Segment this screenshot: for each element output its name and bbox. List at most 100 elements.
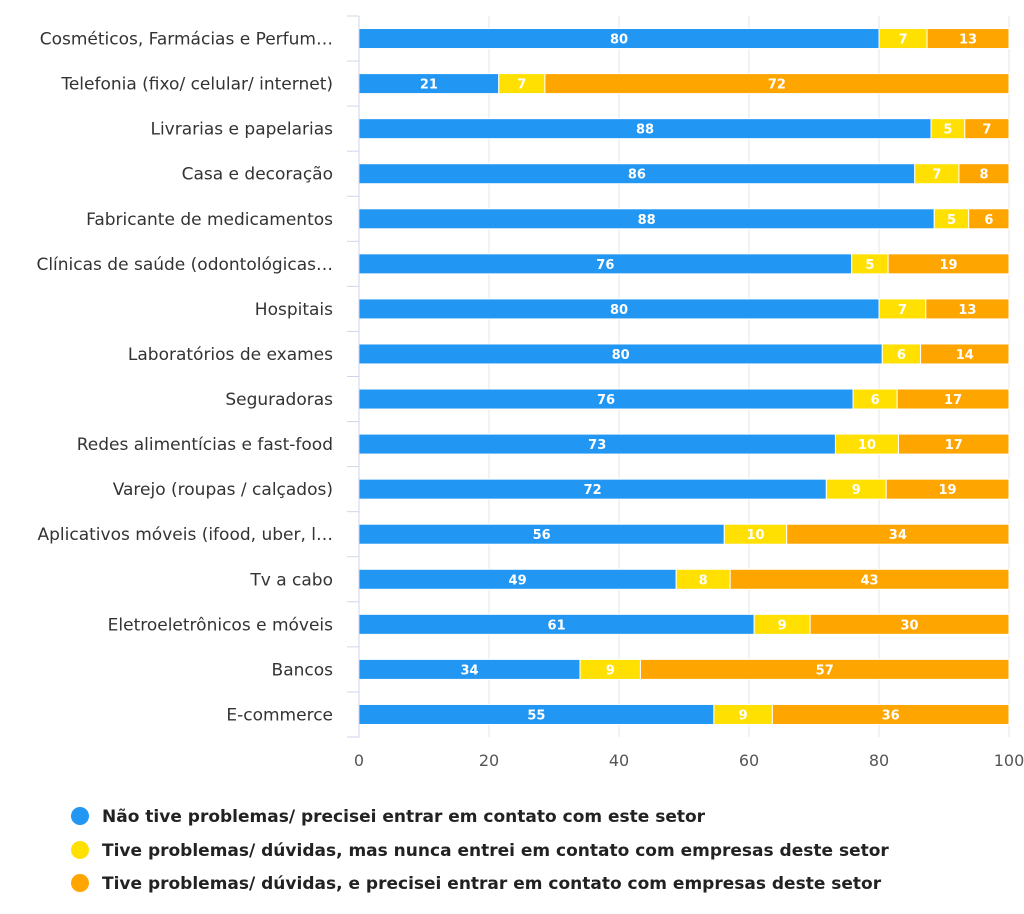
x-tick-label: 0 <box>354 751 364 770</box>
bar-data-label: 86 <box>628 168 646 183</box>
bar-data-label: 56 <box>533 528 551 543</box>
bar-data-label: 49 <box>509 573 527 588</box>
legend-label: Não tive problemas/ precisei entrar em c… <box>102 807 706 827</box>
legend-marker <box>71 841 89 859</box>
bar-data-label: 36 <box>882 708 900 723</box>
bar-data-label: 5 <box>943 123 952 138</box>
bar-data-label: 5 <box>947 213 956 228</box>
legend-item[interactable]: Tive problemas/ dúvidas, e precisei entr… <box>71 874 882 894</box>
bar-segment[interactable] <box>896 388 1010 410</box>
legend-item[interactable]: Tive problemas/ dúvidas, mas nunca entre… <box>71 841 889 861</box>
bar-segment[interactable] <box>887 253 1010 275</box>
x-tick-label: 100 <box>994 751 1024 770</box>
bar-data-label: 9 <box>606 663 615 678</box>
category-label: Seguradoras <box>225 390 333 410</box>
bar-data-label: 17 <box>945 438 963 453</box>
legend: Não tive problemas/ precisei entrar em c… <box>71 807 889 894</box>
bar-segment[interactable] <box>544 73 1010 95</box>
bar-data-label: 7 <box>517 78 526 93</box>
bar-data-label: 13 <box>958 303 976 318</box>
bar-data-label: 43 <box>861 573 879 588</box>
bar-data-label: 8 <box>979 168 988 183</box>
x-tick-label: 20 <box>479 751 499 770</box>
bar-data-label: 6 <box>871 393 880 408</box>
bar-segment[interactable] <box>885 478 1010 500</box>
category-label: Fabricante de medicamentos <box>86 210 333 230</box>
category-label: Livrarias e papelarias <box>150 120 333 140</box>
bar-data-label: 30 <box>901 618 919 633</box>
bar-data-label: 8 <box>699 573 708 588</box>
bar-segment[interactable] <box>898 433 1010 455</box>
bar-data-label: 80 <box>610 303 628 318</box>
bar-data-label: 72 <box>584 483 602 498</box>
legend-label: Tive problemas/ dúvidas, mas nunca entre… <box>102 841 889 861</box>
legend-item[interactable]: Não tive problemas/ precisei entrar em c… <box>71 807 706 827</box>
bar-segment[interactable] <box>958 163 1010 185</box>
category-label: Cosméticos, Farmácias e Perfum… <box>40 30 333 50</box>
bar-segment[interactable] <box>926 28 1010 50</box>
bar-data-label: 7 <box>898 303 907 318</box>
bar-data-label: 13 <box>959 33 977 48</box>
x-axis-tick-labels: 0 20 40 60 80 100 <box>354 751 1024 770</box>
bar-data-label: 6 <box>984 213 993 228</box>
bar-data-label: 21 <box>420 78 438 93</box>
category-labels: Cosméticos, Farmácias e Perfum… Telefonia… <box>36 30 333 726</box>
bar-data-label: 73 <box>588 438 606 453</box>
bar-data-label: 61 <box>548 618 566 633</box>
bar-segment[interactable] <box>925 298 1010 320</box>
bar-segment[interactable] <box>809 613 1010 635</box>
bar-data-label: 80 <box>610 33 628 48</box>
bar-data-label: 17 <box>944 393 962 408</box>
category-label: Redes alimentícias e fast-food <box>77 435 333 455</box>
bar-data-label: 80 <box>612 348 630 363</box>
bar-data-label: 7 <box>899 33 908 48</box>
category-label: Casa e decoração <box>182 165 333 185</box>
bar-segment[interactable] <box>920 343 1010 365</box>
category-label: Varejo (roupas / calçados) <box>113 480 333 500</box>
bar-data-label: 19 <box>940 258 958 273</box>
bar-data-label: 72 <box>768 78 786 93</box>
bar-data-label: 10 <box>858 438 876 453</box>
bar-segment[interactable] <box>729 568 1010 590</box>
bar-data-label: 7 <box>982 123 991 138</box>
bar-data-label: 19 <box>939 483 957 498</box>
category-label: E-commerce <box>226 705 333 725</box>
bar-data-label: 88 <box>636 123 654 138</box>
axes <box>347 15 360 738</box>
category-label: Telefonia (fixo/ celular/ internet) <box>60 75 333 95</box>
bar-data-label: 7 <box>932 168 941 183</box>
bar-segment[interactable] <box>786 523 1010 545</box>
category-label: Aplicativos móveis (ifood, uber, l… <box>38 525 334 545</box>
legend-label: Tive problemas/ dúvidas, e precisei entr… <box>102 874 882 894</box>
category-label: Bancos <box>272 660 334 680</box>
bar-data-label: 34 <box>889 528 907 543</box>
bar-data-label: 10 <box>746 528 764 543</box>
category-label: Laboratórios de exames <box>128 345 333 365</box>
bar-data-label: 6 <box>897 348 906 363</box>
category-label: Eletroeletrônicos e móveis <box>108 615 334 635</box>
bar-data-label: 55 <box>527 708 545 723</box>
bar-data-label: 9 <box>852 483 861 498</box>
x-tick-label: 80 <box>869 751 889 770</box>
bar-data-label: 76 <box>597 393 615 408</box>
bar-segment[interactable] <box>964 118 1010 140</box>
bar-segment[interactable] <box>771 703 1010 725</box>
bar-data-label: 9 <box>739 708 748 723</box>
bar-data-label: 88 <box>638 213 656 228</box>
category-label: Clínicas de saúde (odontológicas… <box>36 255 333 275</box>
category-label: Tv a cabo <box>249 570 333 590</box>
bar-segment[interactable] <box>968 208 1010 230</box>
legend-marker <box>71 874 89 892</box>
bar-data-label: 76 <box>596 258 614 273</box>
bar-data-label: 9 <box>778 618 787 633</box>
bar-data-label: 5 <box>865 258 874 273</box>
bar-segment[interactable] <box>639 658 1010 680</box>
legend-marker <box>71 807 89 825</box>
x-tick-label: 40 <box>609 751 629 770</box>
bar-data-label: 34 <box>460 663 478 678</box>
bar-data-label: 14 <box>956 348 974 363</box>
category-label: Hospitais <box>255 300 333 320</box>
x-tick-label: 60 <box>739 751 759 770</box>
